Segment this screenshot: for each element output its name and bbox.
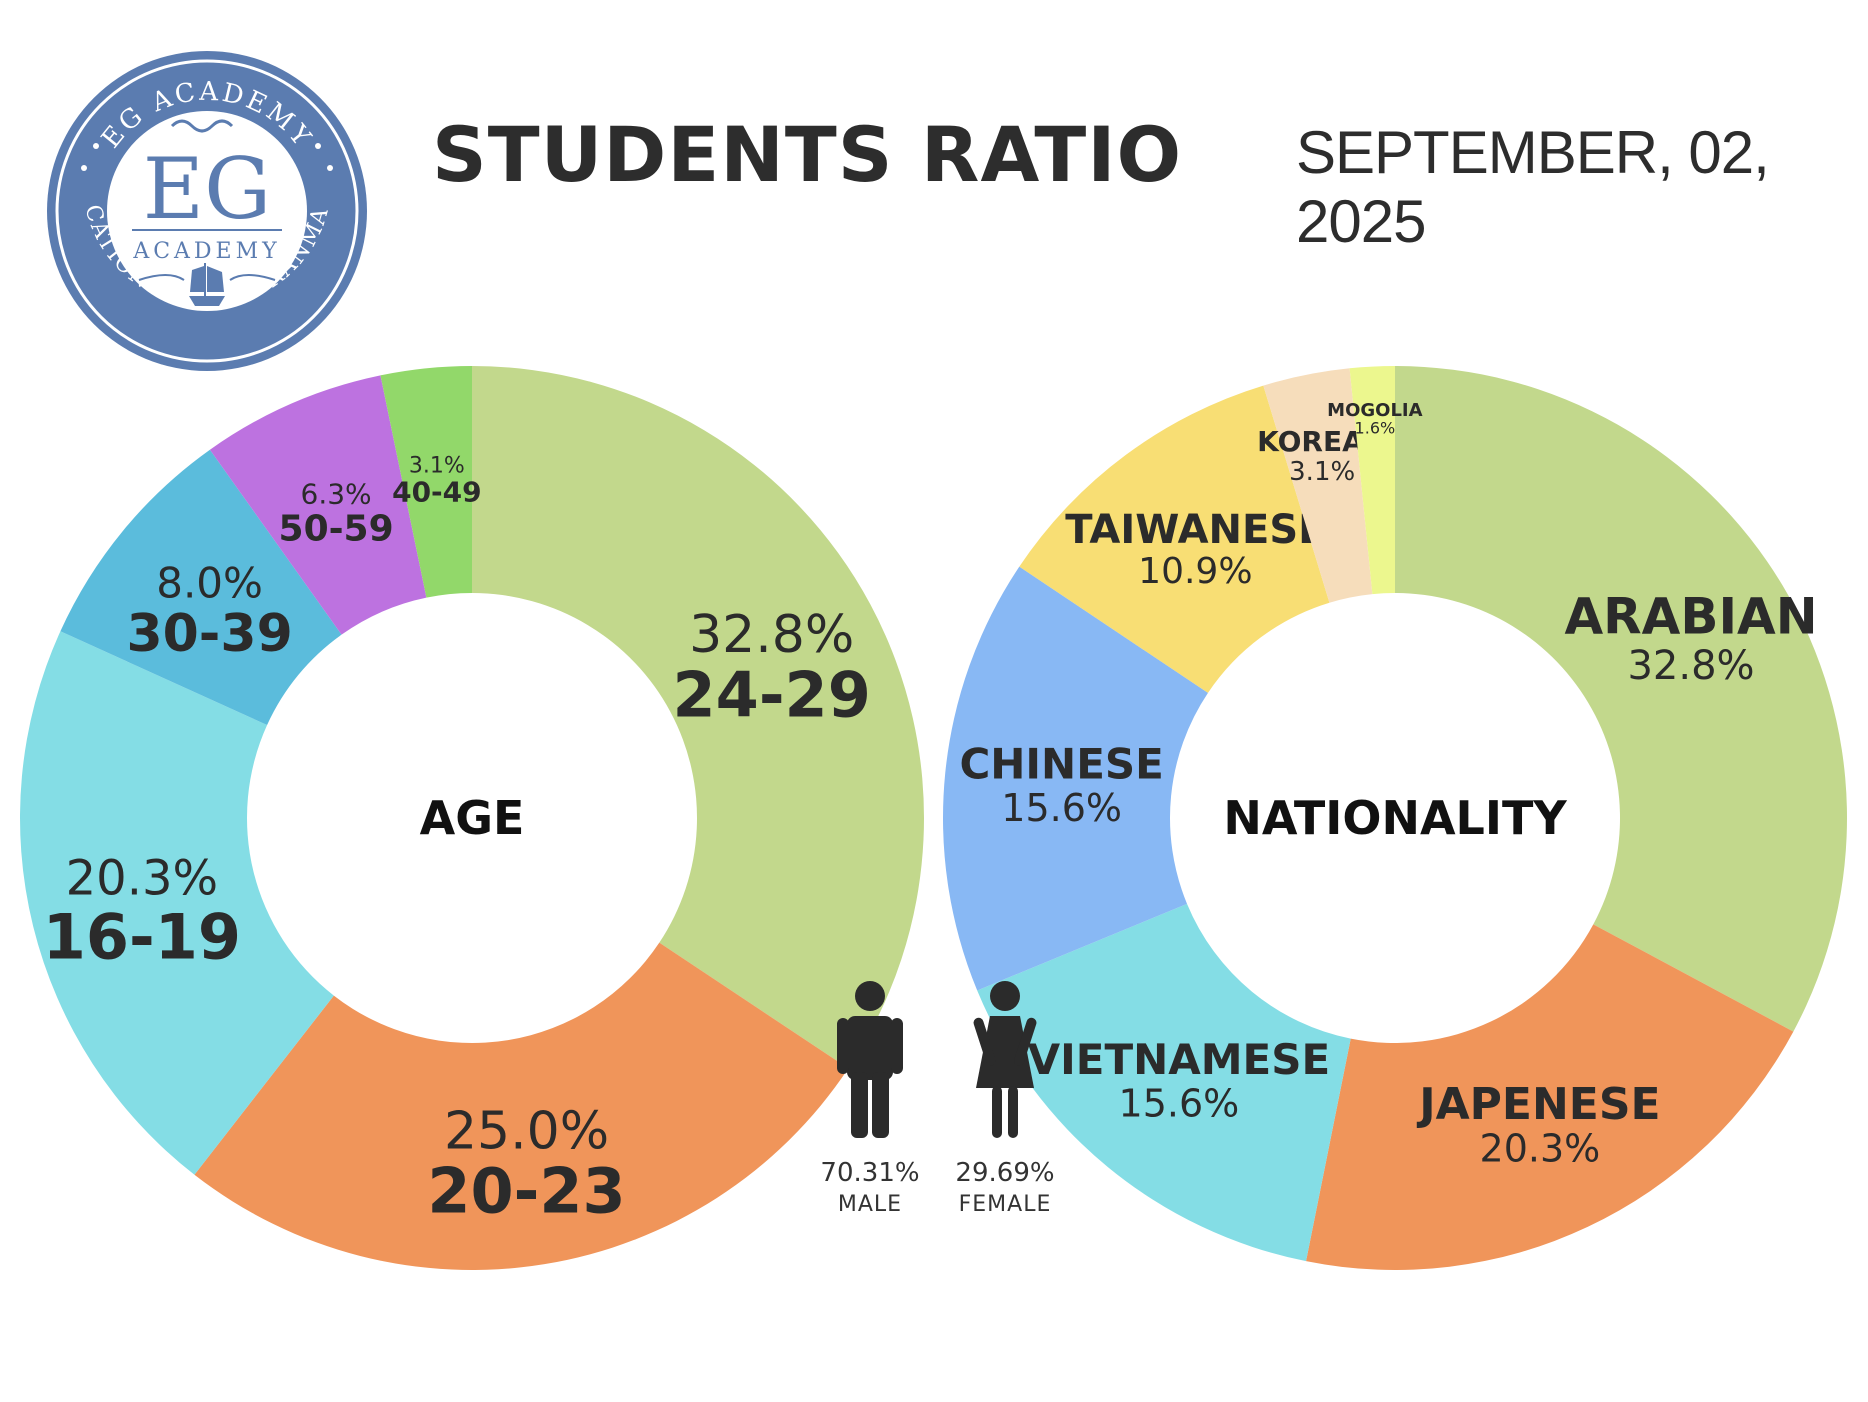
- chart-center-title: NATIONALITY: [1223, 791, 1567, 845]
- slice-name-label: 30-39: [126, 604, 292, 664]
- slice-value-label: 32.8%: [689, 605, 854, 665]
- slice-name-label: 16-19: [43, 900, 241, 973]
- slice-arabian: [1395, 366, 1847, 1032]
- slice-value-label: 20.3%: [1480, 1127, 1601, 1171]
- donut-chart-age: 32.8%24-29 25.0%20-23 20.3%16-19 8.0%30-39 6…: [20, 366, 924, 1270]
- ship-icon: [189, 263, 225, 306]
- eg-academy-logo: EG ACADEMY EDUCATION GROUP GRANMA INC EG…: [44, 48, 367, 371]
- slice-16-19: [20, 631, 334, 1175]
- slice-name-label: 24-29: [673, 658, 871, 731]
- slice-value-label: 3.1%: [1289, 457, 1355, 487]
- donut-chart-nationality: ARABIAN32.8%JAPENESE20.3%VIETNAMESE15.6%…: [943, 366, 1847, 1270]
- slice-value-label: 8.0%: [156, 559, 263, 608]
- logo-sub-text: ACADEMY: [132, 239, 280, 264]
- slice-name-label: MOGOLIA: [1327, 400, 1422, 421]
- slice-value-label: 1.6%: [1355, 419, 1396, 438]
- slice-name-label: 20-23: [427, 1154, 625, 1227]
- slice-name-label: CHINESE: [959, 740, 1163, 789]
- slice-value-label: 15.6%: [1119, 1082, 1240, 1126]
- slice-name-label: ARABIAN: [1564, 587, 1817, 645]
- slice-name-label: TAIWANESE: [1065, 507, 1325, 553]
- slice-30-39: [60, 449, 342, 726]
- female-icon: [973, 981, 1037, 1138]
- gender-female: 29.69% FEMALE: [935, 981, 1075, 1217]
- slice-taiwanese: [1019, 385, 1330, 693]
- male-percent: 70.31%: [820, 1158, 920, 1188]
- female-label: FEMALE: [958, 1192, 1052, 1217]
- male-label: MALE: [837, 1192, 903, 1217]
- slice-korean: [1263, 368, 1373, 603]
- logo-monogram: EG: [143, 140, 271, 238]
- slice-name-label: 40-49: [392, 475, 482, 508]
- slice-name-label: JAPENESE: [1416, 1079, 1660, 1130]
- female-percent: 29.69%: [955, 1158, 1055, 1188]
- slice-name-label: 50-59: [279, 509, 394, 550]
- slice-value-label: 6.3%: [301, 478, 372, 511]
- slice-japenese: [1306, 924, 1794, 1270]
- slice-value-label: 20.3%: [66, 851, 218, 907]
- slice-20-23: [194, 942, 849, 1270]
- slice-vietnamese: [977, 903, 1351, 1262]
- report-date: SEPTEMBER, 02, 2025: [1296, 119, 1770, 255]
- chart-center-title: AGE: [420, 791, 525, 845]
- slice-name-label: VIETNAMESE: [1028, 1035, 1331, 1084]
- slice-50-59: [209, 375, 427, 635]
- male-icon: [837, 981, 903, 1138]
- slice-value-label: 32.8%: [1627, 643, 1754, 689]
- page-title: STUDENTS RATIO: [432, 110, 1183, 199]
- slice-value-label: 3.1%: [409, 454, 465, 479]
- slice-value-label: 25.0%: [444, 1101, 609, 1161]
- slice-mogolia: [1349, 366, 1395, 595]
- slice-value-label: 15.6%: [1001, 786, 1122, 830]
- slice-24-29: [472, 366, 924, 1069]
- slice-value-label: 10.9%: [1138, 551, 1252, 592]
- slice-40-49: [380, 366, 472, 598]
- gender-male: 70.31% MALE: [800, 981, 940, 1217]
- slice-chinese: [943, 566, 1208, 991]
